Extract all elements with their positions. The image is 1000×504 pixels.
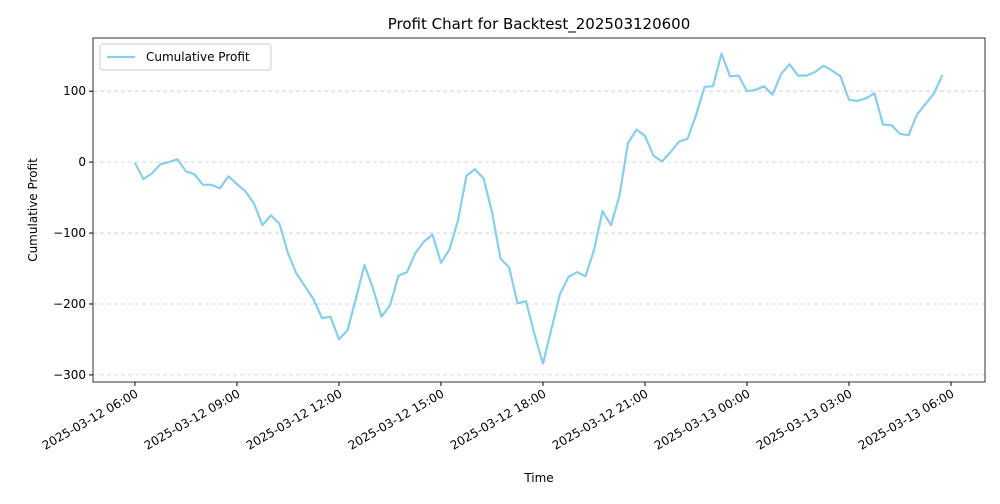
y-tick-label: −300 <box>53 368 86 382</box>
chart-title: Profit Chart for Backtest_202503120600 <box>388 15 691 34</box>
x-tick-label: 2025-03-12 06:00 <box>40 386 141 452</box>
x-tick-label: 2025-03-12 12:00 <box>244 386 345 452</box>
x-tick-label: 2025-03-12 09:00 <box>142 386 243 452</box>
y-axis-label: Cumulative Profit <box>26 158 40 262</box>
x-tick-label: 2025-03-12 18:00 <box>448 386 549 452</box>
y-tick-label: −100 <box>53 226 86 240</box>
legend-box <box>99 43 272 71</box>
x-axis-label: Time <box>523 471 553 485</box>
legend-label: Cumulative Profit <box>146 50 250 64</box>
x-tick-label: 2025-03-12 15:00 <box>346 386 447 452</box>
y-tick-label: 0 <box>78 155 86 169</box>
y-tick-label: 100 <box>63 84 86 98</box>
x-tick-label: 2025-03-13 00:00 <box>652 386 753 452</box>
x-tick-label: 2025-03-13 03:00 <box>754 386 855 452</box>
plot-frame <box>92 37 986 383</box>
data-line <box>133 52 944 365</box>
y-tick-label: −200 <box>53 297 86 311</box>
x-tick-label: 2025-03-13 06:00 <box>856 386 957 452</box>
x-tick-label: 2025-03-12 21:00 <box>550 386 651 452</box>
